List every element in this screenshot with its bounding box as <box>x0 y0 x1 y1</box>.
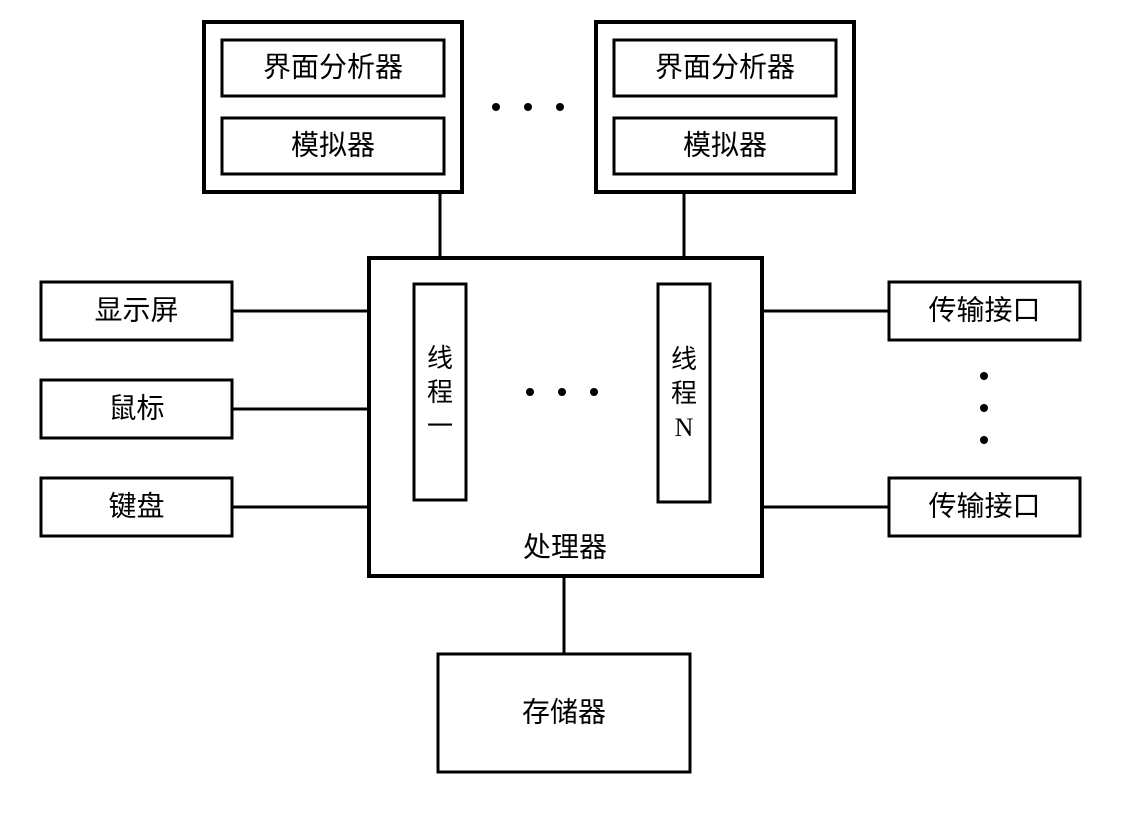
right-block-1-label: 传输接口 <box>928 491 1040 523</box>
processor-label: 处理器 <box>523 532 607 564</box>
thread-ellipsis-dot-2 <box>590 388 598 396</box>
left-block-2-label: 键盘 <box>108 491 164 523</box>
thread-ellipsis-dot-0 <box>526 388 534 396</box>
left-block-1-label: 鼠标 <box>108 393 164 425</box>
storage-label: 存储器 <box>522 697 606 729</box>
analyzer-right-row-0-label: 界面分析器 <box>655 52 795 84</box>
right-ellipsis-dot-2 <box>980 436 988 444</box>
thread-ellipsis-dot-1 <box>558 388 566 396</box>
analyzer-left-row-0-label: 界面分析器 <box>263 52 403 84</box>
thread-label-left: 线程一 <box>427 344 453 441</box>
left-block-0-label: 显示屏 <box>94 296 178 327</box>
analyzer-ellipsis-dot-1 <box>524 103 532 111</box>
analyzer-ellipsis-dot-0 <box>492 103 500 111</box>
right-ellipsis-dot-1 <box>980 404 988 412</box>
analyzer-ellipsis-dot-2 <box>556 103 564 111</box>
analyzer-left-row-1-label: 模拟器 <box>291 130 375 162</box>
right-block-0-label: 传输接口 <box>928 295 1040 327</box>
thread-label-right: 线程N <box>671 345 697 442</box>
analyzer-right-row-1-label: 模拟器 <box>683 130 767 162</box>
right-ellipsis-dot-0 <box>980 372 988 380</box>
